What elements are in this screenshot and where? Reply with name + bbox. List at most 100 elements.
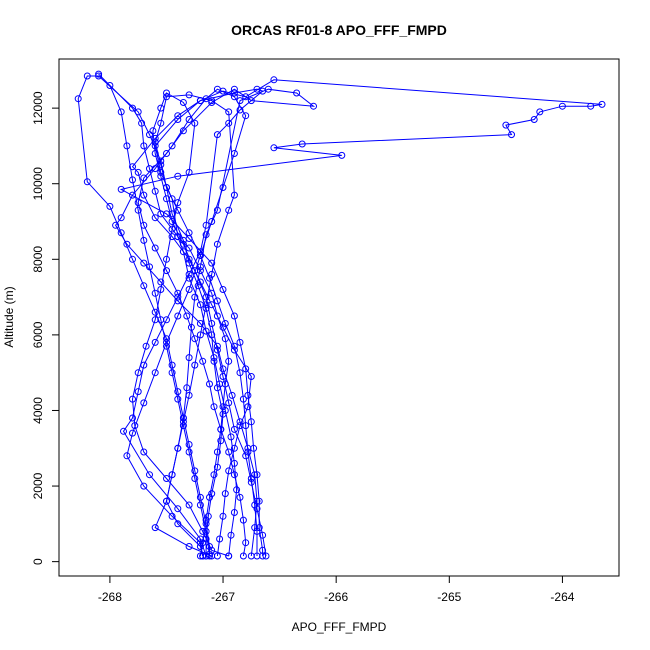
y-tick-label: 4000 [31, 397, 45, 424]
data-point [204, 512, 212, 520]
data-point [163, 89, 170, 97]
data-point [134, 168, 142, 176]
data-point [168, 218, 176, 225]
data-point [253, 497, 261, 505]
data-point [117, 185, 125, 193]
data-point [163, 195, 170, 203]
series-8 [95, 70, 233, 560]
data-point [259, 87, 267, 95]
data-point [213, 346, 221, 354]
data-point [123, 142, 131, 150]
data-point [83, 178, 91, 186]
data-point [106, 202, 114, 210]
data-point [140, 399, 148, 407]
data-point [174, 206, 182, 214]
data-point [227, 433, 235, 441]
y-tick-label: 6000 [31, 321, 45, 348]
data-point [230, 89, 238, 97]
data-point [206, 493, 213, 501]
data-point [191, 467, 199, 475]
data-point [217, 425, 225, 433]
data-point [247, 373, 255, 380]
y-axis: 0 2000 4000 6000 8000 10000 12000 [31, 91, 60, 565]
y-axis-label: Altitude (m) [2, 286, 16, 347]
data-point [253, 505, 261, 513]
data-point [225, 119, 233, 127]
data-point [151, 150, 159, 157]
data-point [196, 267, 204, 275]
x-tick-label: -267 [211, 590, 235, 604]
data-point [185, 448, 193, 456]
data-point [251, 471, 259, 479]
data-point [140, 142, 148, 150]
data-point [230, 346, 238, 354]
data-point [236, 369, 244, 377]
data-point [157, 172, 165, 180]
x-tick-label: -268 [98, 590, 122, 604]
x-axis-label: APO_FFF_FMPD [292, 620, 387, 634]
data-point [151, 338, 159, 346]
data-point [191, 361, 199, 369]
data-point [191, 293, 199, 301]
data-point [508, 131, 515, 139]
data-point [221, 380, 229, 388]
data-point [131, 422, 139, 430]
data-point [142, 342, 150, 350]
data-point [219, 403, 227, 411]
data-point [208, 289, 216, 297]
data-point [225, 357, 233, 365]
data-point [244, 391, 252, 399]
data-point [174, 199, 182, 207]
data-point [140, 259, 148, 267]
data-point [196, 493, 204, 501]
data-point [163, 267, 170, 275]
data-point [179, 422, 187, 430]
data-point [185, 543, 193, 550]
data-point [138, 119, 146, 127]
data-point [221, 335, 229, 343]
data-point [225, 108, 233, 116]
plot-area [74, 70, 606, 560]
data-point [213, 312, 221, 320]
data-point [502, 121, 510, 129]
chart-title: ORCAS RF01-8 APO_FFF_FMPD [231, 22, 447, 38]
data-point [213, 85, 221, 93]
data-point [146, 471, 153, 479]
series-3 [134, 85, 317, 560]
data-point [208, 270, 216, 278]
data-point [157, 278, 165, 286]
data-point [230, 471, 238, 479]
data-point [179, 99, 187, 106]
data-point [310, 102, 317, 110]
data-point [134, 199, 142, 207]
data-point [206, 380, 213, 388]
data-point [191, 475, 199, 482]
data-point [206, 274, 213, 282]
data-point [199, 539, 207, 547]
data-point [185, 501, 193, 509]
data-point [236, 338, 244, 346]
data-point [149, 127, 157, 135]
data-point [123, 452, 131, 460]
data-point [242, 452, 250, 460]
x-tick-label: -264 [550, 590, 574, 604]
data-point [598, 100, 606, 108]
data-point [134, 369, 142, 377]
data-point [587, 102, 595, 110]
data-point [338, 151, 346, 159]
data-point [168, 361, 176, 369]
data-point [157, 286, 165, 293]
data-point [293, 89, 301, 97]
data-point [251, 501, 259, 509]
data-point [174, 505, 182, 513]
data-point [230, 312, 238, 320]
data-point [106, 82, 114, 89]
data-point [213, 463, 221, 471]
data-point [270, 76, 278, 84]
data-point [219, 286, 227, 293]
data-point [530, 116, 538, 123]
y-tick-label: 2000 [31, 472, 45, 499]
data-point [185, 441, 193, 448]
data-point [185, 354, 193, 362]
data-point [225, 467, 233, 475]
